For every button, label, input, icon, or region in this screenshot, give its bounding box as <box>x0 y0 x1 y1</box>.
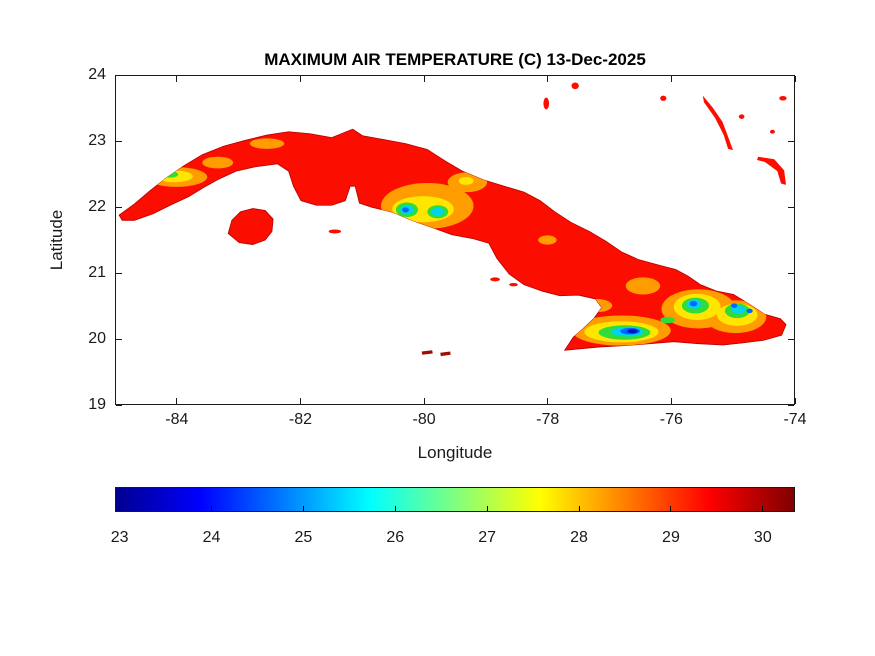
chart-title: MAXIMUM AIR TEMPERATURE (C) 13-Dec-2025 <box>264 50 646 69</box>
x-tick-mark <box>794 398 796 404</box>
x-tick-mark-top <box>547 76 549 82</box>
y-tick-label: 23 <box>88 132 106 149</box>
colorbar-tick-label: 28 <box>570 529 588 546</box>
colorbar-tick-label: 29 <box>662 529 680 546</box>
patch-havana-orange <box>249 138 285 149</box>
colorbar-tick-label: 27 <box>478 529 497 546</box>
colorbar-tick-mark <box>119 506 121 511</box>
patch-cobre-green <box>660 316 676 324</box>
x-tick-mark <box>176 398 178 404</box>
x-tick-mark-top <box>670 76 672 82</box>
patch-villaclara-yellow <box>458 176 474 185</box>
patch-escambray-cyan-east <box>431 207 444 216</box>
patch-rosario-orange <box>202 156 234 169</box>
island-samana-cay <box>779 95 787 101</box>
patch-camaguey-orange <box>538 235 557 245</box>
x-tick-label: -80 <box>412 411 436 428</box>
x-tick-mark-top <box>423 76 425 82</box>
plot-area <box>115 75 795 405</box>
x-tick-label: -74 <box>783 411 807 428</box>
x-tick-mark <box>547 398 549 404</box>
island-cayo-largo <box>328 229 342 234</box>
y-tick-label: 22 <box>88 198 106 215</box>
y-tick-mark-right <box>788 272 794 274</box>
cuba-temperature-map <box>118 82 787 357</box>
y-tick-mark <box>116 272 122 274</box>
island-plana-cay <box>769 129 775 134</box>
patch-guaniguanico-green <box>162 171 179 178</box>
colorbar-tick-mark <box>210 506 212 511</box>
x-tick-label: -78 <box>536 411 560 428</box>
y-tick-mark-right <box>788 404 794 406</box>
colorbar-tick-label: 26 <box>386 529 405 546</box>
island-bahama-speck-3 <box>660 95 667 101</box>
y-tick-mark <box>116 140 122 142</box>
colorbar-tick-mark <box>670 506 672 511</box>
island-little-cayman <box>421 350 433 355</box>
y-tick-label: 20 <box>88 330 106 347</box>
patch-holguin-orange <box>625 277 661 295</box>
x-tick-label: -84 <box>165 411 189 428</box>
x-tick-mark-top <box>299 76 301 82</box>
x-tick-label: -76 <box>659 411 683 428</box>
island-bahama-speck-2 <box>571 82 579 90</box>
y-tick-mark <box>116 74 122 76</box>
y-tick-mark <box>116 206 122 208</box>
x-tick-mark-top <box>176 76 178 82</box>
y-tick-mark <box>116 338 122 340</box>
colorbar-tick-mark <box>762 506 764 511</box>
island-cayman-brac <box>440 351 451 357</box>
y-tick-mark <box>116 404 122 406</box>
y-tick-mark-right <box>788 140 794 142</box>
colorbar-tick-mark <box>394 506 396 511</box>
y-tick-label: 19 <box>88 396 106 413</box>
x-tick-mark-top <box>794 76 796 82</box>
x-tick-mark <box>299 398 301 404</box>
x-axis-label: Longitude <box>417 443 493 462</box>
patch-baracoa-blue-2 <box>746 308 753 314</box>
patch-cristal-blue <box>689 301 698 307</box>
patch-baracoa-blue-1 <box>731 303 738 308</box>
colorbar-tick-mark <box>486 506 488 511</box>
island-crooked-acklins <box>757 156 787 185</box>
colorbar-tick-mark <box>302 506 304 511</box>
y-axis-label: Latitude <box>47 209 66 271</box>
x-tick-mark <box>423 398 425 404</box>
colorbar-tick-label: 30 <box>753 529 772 546</box>
x-tick-mark <box>670 398 672 404</box>
y-tick-mark-right <box>788 338 794 340</box>
y-tick-mark-right <box>788 74 794 76</box>
colorbar-tick-mark <box>578 506 580 511</box>
patch-escambray-blue <box>402 207 410 213</box>
island-rum-cay <box>738 114 745 119</box>
y-tick-label: 21 <box>88 264 106 281</box>
island-long-island-bahamas <box>702 95 733 151</box>
isla-de-la-juventud <box>227 208 274 245</box>
colorbar-tick-label: 25 <box>294 529 313 546</box>
colorbar-tick-label: 23 <box>110 529 129 546</box>
y-tick-label: 24 <box>88 66 106 83</box>
y-tick-mark-right <box>788 206 794 208</box>
cuba-island <box>118 128 787 351</box>
colorbar-tick-label: 24 <box>202 529 221 546</box>
x-tick-label: -82 <box>288 411 313 428</box>
island-jardines-cay-2 <box>509 282 518 287</box>
colorbar <box>115 487 795 512</box>
island-bahama-speck-1 <box>543 97 550 110</box>
patch-maestra-darkblue <box>627 329 638 334</box>
island-jardines-cay-1 <box>490 277 500 282</box>
